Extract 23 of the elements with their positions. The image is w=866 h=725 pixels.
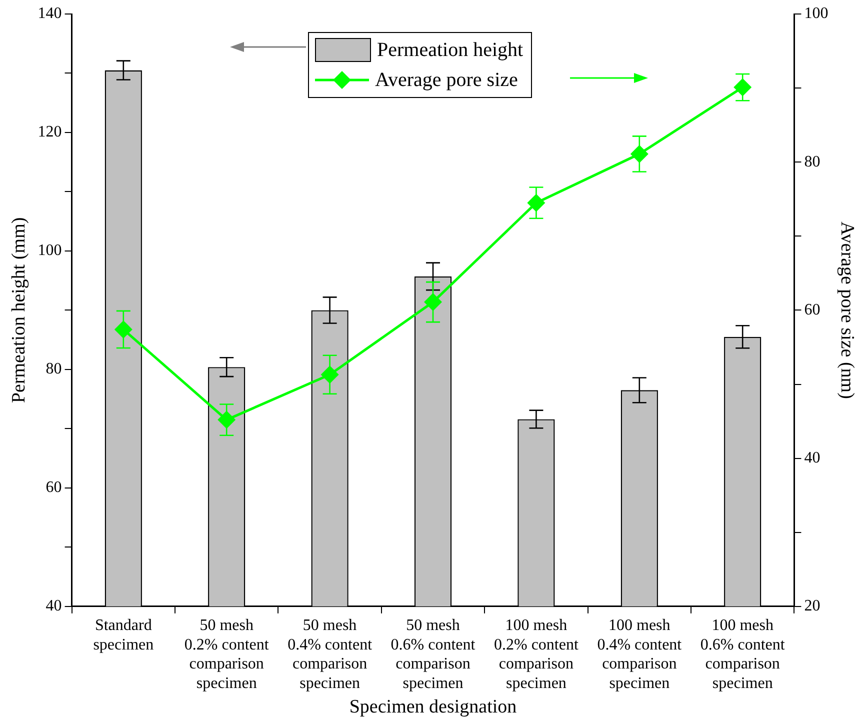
x-tick-label: Standard specimen [93,617,154,654]
y-tick-label: 60 [46,479,62,496]
y2-axis-title: Average pore size (nm) [836,221,858,399]
y-tick-label: 120 [38,124,62,141]
x-tick-label: 50 mesh 0.4% content comparison specimen [288,617,373,692]
y2-tick-label: 80 [804,153,820,170]
y2-tick-label: 60 [804,301,820,318]
x-tick-label: 100 mesh 0.6% content comparison specimen [700,617,786,692]
y-tick-label: 80 [46,360,62,378]
x-tick-label: 100 mesh 0.2% content comparison specimen [494,617,579,692]
y2-tick-label: 20 [804,598,820,615]
legend-label: Average pore size [375,68,518,92]
y-axis-title: Permeation height (mm) [8,217,30,404]
x-tick-label: 50 mesh 0.6% content comparison specimen [390,617,476,692]
x-axis-title: Specimen designation [349,696,518,718]
y2-tick-label: 100 [804,5,828,22]
y-tick-label: 140 [38,5,62,22]
y-tick-label: 40 [46,598,62,615]
x-tick-label: 50 mesh 0.2% content comparison specimen [184,617,270,692]
y-tick-label: 100 [38,242,62,260]
legend-label: Permeation height [377,38,524,62]
y2-tick-label: 40 [804,450,820,467]
x-tick-label: 100 mesh 0.4% content comparison specimen [597,617,682,692]
